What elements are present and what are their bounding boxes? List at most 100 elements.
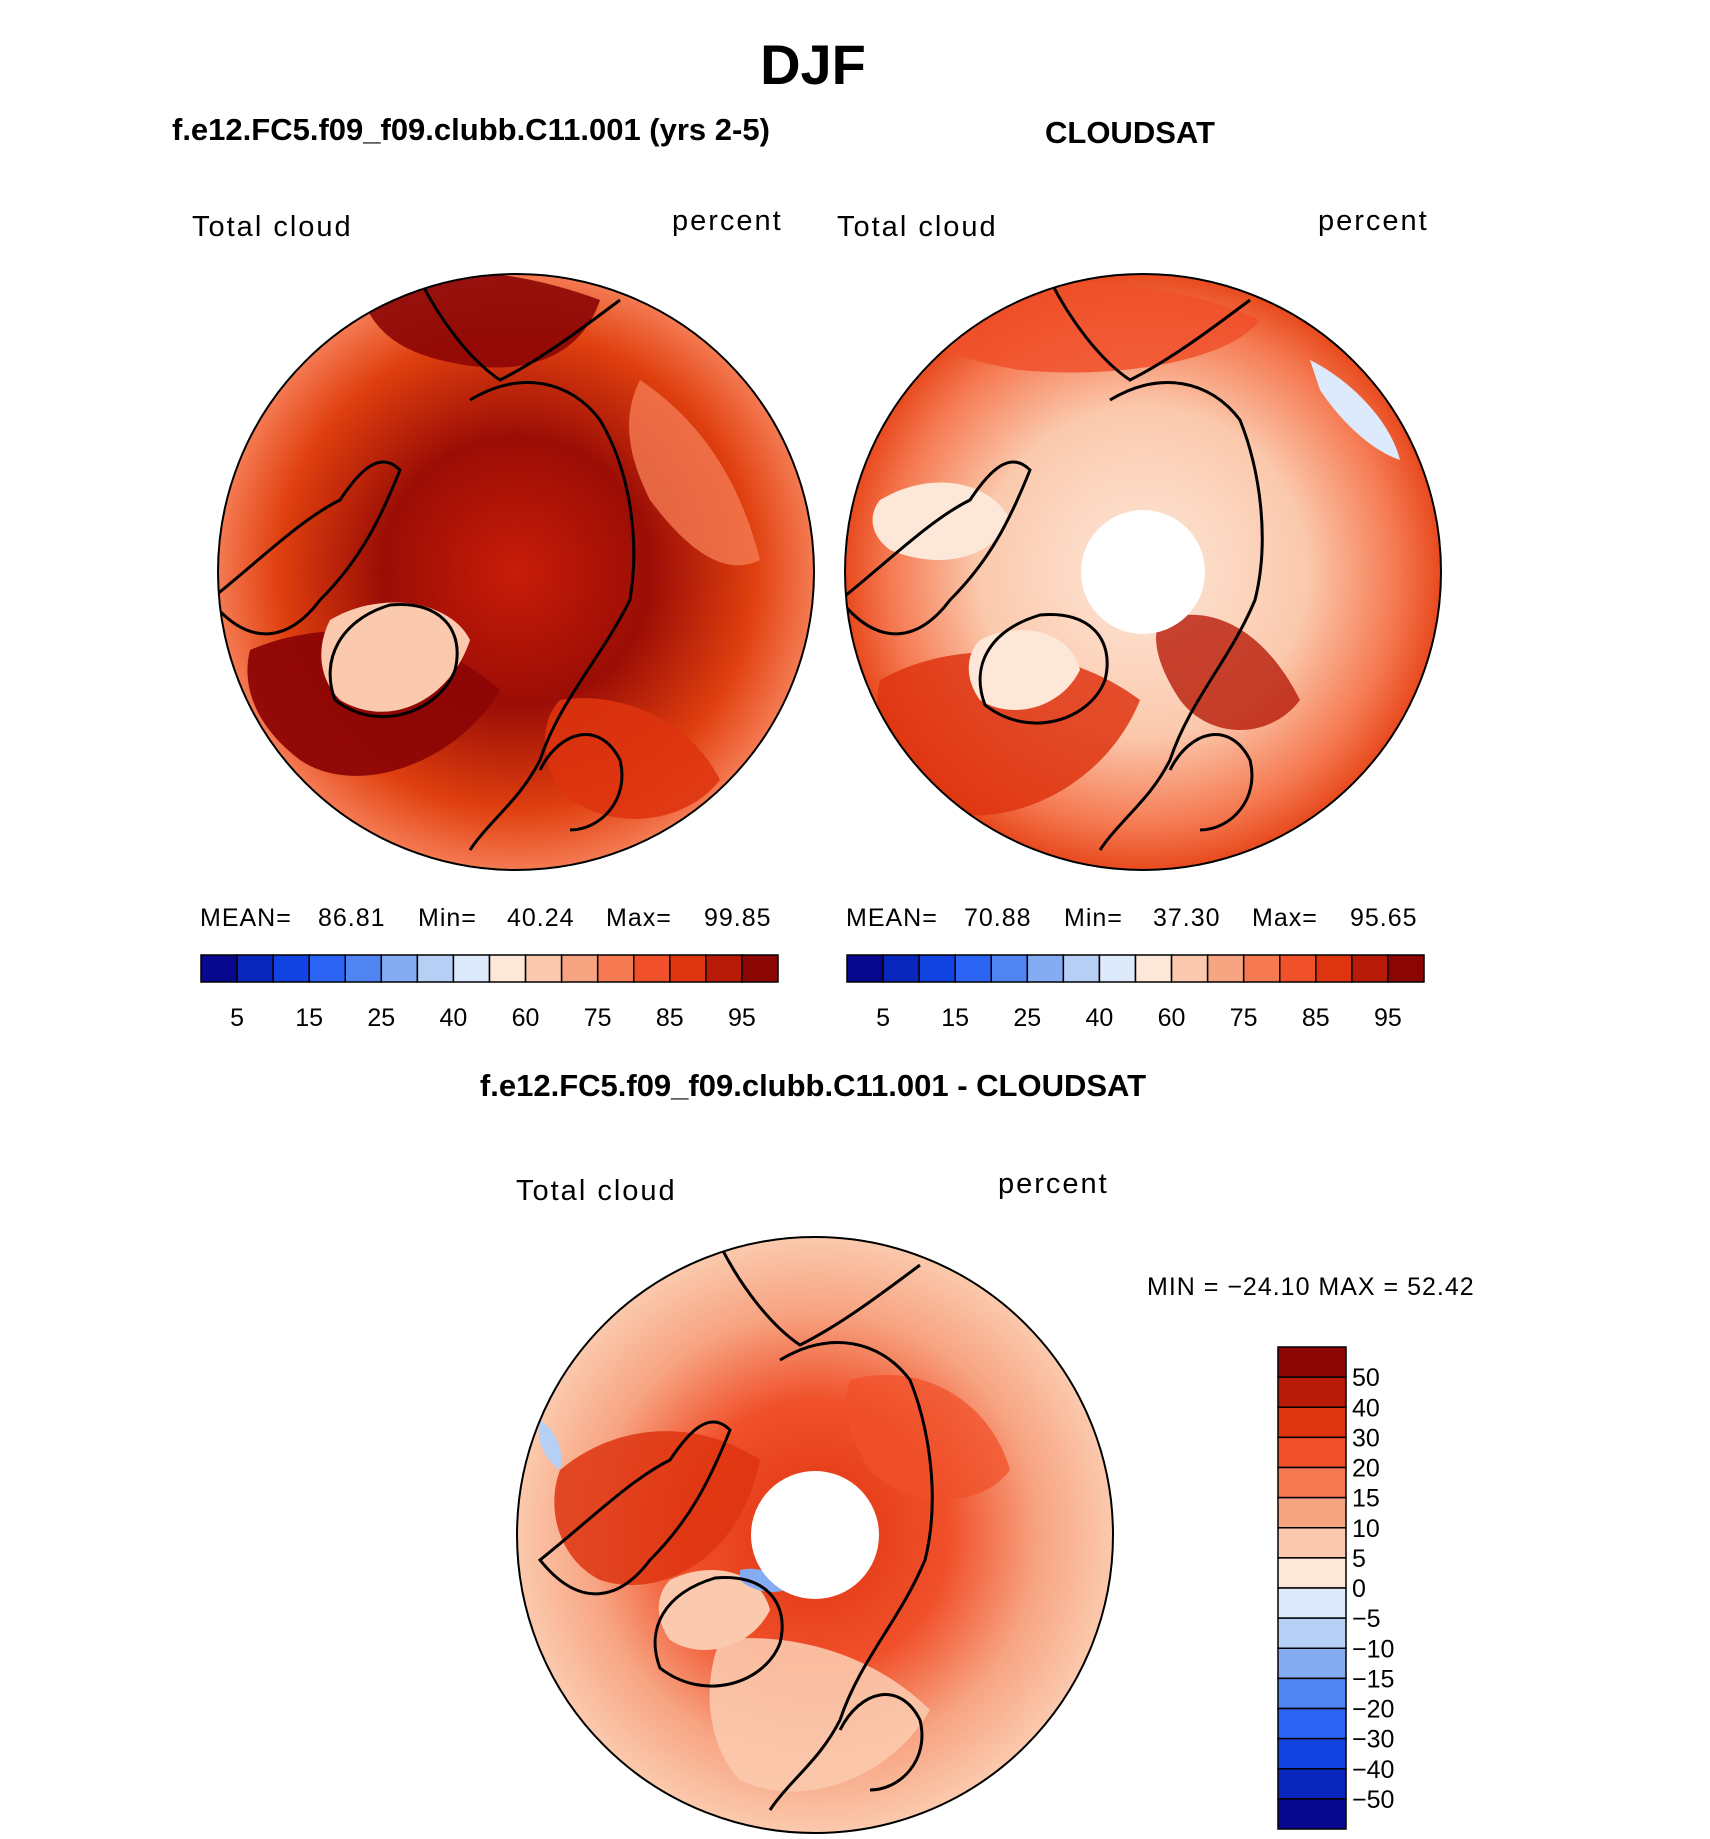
model-colorbar-swatch [705, 954, 743, 983]
model-colorbar-tick-label: 75 [584, 1004, 612, 1032]
diff-field-west-blue [538, 1420, 562, 1470]
model-coastline-greenland [328, 602, 459, 719]
obs-title: CLOUDSAT [1045, 115, 1215, 150]
obs-colorbar-tick-label: 75 [1230, 1004, 1258, 1032]
model-colorbar-swatch [200, 954, 238, 983]
diff-colorbar-swatch [1277, 1496, 1347, 1529]
model-colorbar-tick-label: 25 [367, 1004, 395, 1032]
obs-colorbar-swatch [1315, 954, 1353, 983]
diff-minmax-label: MIN = −24.10 MAX = 52.42 [1147, 1273, 1475, 1301]
obs-colorbar-swatch [990, 954, 1029, 983]
model-units-label: percent [672, 205, 783, 237]
obs-colorbar-swatch [846, 954, 884, 983]
diff-colorbar-swatch [1277, 1527, 1347, 1559]
diff-colorbar-swatch [1277, 1798, 1347, 1830]
model-mean-label: MEAN= [200, 904, 292, 932]
diff-colorbar-swatch [1277, 1587, 1347, 1619]
obs-panel: Total cloud percent MEAN= 70.88 Min= 37.… [837, 205, 1442, 1032]
diff-coastline-greenland [653, 1575, 784, 1688]
model-panel: Total cloud percent MEAN= 86.81 Min= 40.… [192, 205, 815, 1032]
model-map [218, 274, 814, 870]
obs-colorbar-swatch [1387, 954, 1425, 983]
obs-colorbar [846, 954, 1425, 983]
diff-colorbar-swatch [1277, 1436, 1347, 1469]
diff-colorbar-swatch [1277, 1737, 1347, 1770]
diff-colorbar-swatch [1277, 1677, 1347, 1710]
obs-colorbar-ticks: 5 15 25 40 60 75 85 95 [876, 1004, 1402, 1032]
model-map-border [217, 273, 815, 871]
diff-colorbar-swatch [1277, 1466, 1347, 1499]
model-colorbar-swatch [308, 954, 346, 983]
obs-colorbar-swatch [1279, 954, 1317, 983]
model-colorbar-swatch [633, 954, 671, 983]
obs-colorbar-swatch [1242, 954, 1281, 983]
obs-colorbar-swatch [1351, 954, 1389, 983]
diff-map-border [516, 1236, 1114, 1834]
obs-min-value: 37.30 [1153, 904, 1221, 932]
diff-colorbar-tick-label: 5 [1352, 1545, 1366, 1573]
obs-colorbar-swatch [1098, 954, 1137, 983]
diff-colorbar-tick-label: −10 [1352, 1635, 1394, 1663]
obs-colorbar-tick-label: 95 [1374, 1004, 1402, 1032]
model-variable-label: Total cloud [192, 211, 353, 243]
diff-coastline-americas [537, 1420, 732, 1596]
model-mean-value: 86.81 [318, 904, 386, 932]
model-colorbar-swatch [669, 954, 707, 983]
model-field-north-pacific [360, 274, 600, 368]
obs-map-border [844, 273, 1442, 871]
obs-polar-gap [1081, 510, 1205, 634]
obs-max-value: 95.65 [1350, 904, 1418, 932]
model-colorbar-tick-label: 95 [728, 1004, 756, 1032]
obs-field-east-pacific-blue [1310, 360, 1400, 460]
model-coastline-scandinavia [538, 733, 624, 832]
obs-colorbar-swatch [1026, 954, 1065, 983]
obs-units-label: percent [1318, 205, 1429, 237]
obs-colorbar-tick-label: 60 [1158, 1004, 1186, 1032]
obs-mean-value: 70.88 [964, 904, 1032, 932]
diff-variable-label: Total cloud [516, 1175, 677, 1207]
diff-colorbar-tick-label: −15 [1352, 1665, 1394, 1693]
obs-min-label: Min= [1064, 904, 1123, 932]
model-colorbar-swatch [380, 954, 419, 983]
model-colorbar-swatch [236, 954, 274, 983]
model-coastline-eurasia [468, 381, 636, 851]
obs-colorbar-swatch [1134, 954, 1173, 983]
model-colorbar-swatch [344, 954, 383, 983]
diff-field-greenland-blue [740, 1568, 785, 1592]
diff-colorbar-tick-label: 20 [1352, 1455, 1380, 1483]
model-colorbar-tick-label: 60 [512, 1004, 540, 1032]
obs-variable-label: Total cloud [837, 211, 998, 243]
model-case-title: f.e12.FC5.f09_f09.clubb.C11.001 (yrs 2-5… [172, 112, 770, 147]
diff-colorbar-tick-label: 30 [1352, 1424, 1380, 1452]
obs-stats: MEAN= 70.88 Min= 37.30 Max= 95.65 [846, 904, 1418, 932]
obs-colorbar-swatch [882, 954, 920, 983]
diff-map [517, 1237, 1113, 1833]
model-stats: MEAN= 86.81 Min= 40.24 Max= 99.85 [200, 904, 771, 932]
obs-field-atlantic [877, 652, 1140, 816]
model-colorbar-ticks: 5 15 25 40 60 75 85 95 [230, 1004, 756, 1032]
model-colorbar-swatch [272, 954, 310, 983]
diff-colorbar-tick-label: −20 [1352, 1696, 1394, 1724]
obs-field-barents [1156, 614, 1300, 730]
diff-colorbar-swatch [1277, 1406, 1347, 1439]
model-field-greenland [321, 602, 470, 712]
model-min-value: 40.24 [507, 904, 575, 932]
obs-colorbar-tick-label: 25 [1013, 1004, 1041, 1032]
model-colorbar-tick-label: 85 [656, 1004, 684, 1032]
diff-colorbar-tick-label: 0 [1352, 1575, 1366, 1603]
diff-coastline-alaska [718, 1244, 921, 1347]
model-colorbar [200, 954, 779, 983]
obs-coastline-greenland [978, 612, 1109, 725]
obs-max-label: Max= [1252, 904, 1318, 932]
diff-coastline-eurasia [768, 1341, 934, 1811]
model-min-label: Min= [418, 904, 477, 932]
diff-field-canada [554, 1431, 760, 1585]
obs-field-canada [872, 482, 1010, 560]
obs-coastline-americas [845, 460, 1032, 636]
model-max-label: Max= [606, 904, 672, 932]
diff-colorbar-swatch [1277, 1557, 1347, 1589]
obs-coastline-alaska [1048, 279, 1251, 382]
model-field-europe [545, 698, 720, 819]
